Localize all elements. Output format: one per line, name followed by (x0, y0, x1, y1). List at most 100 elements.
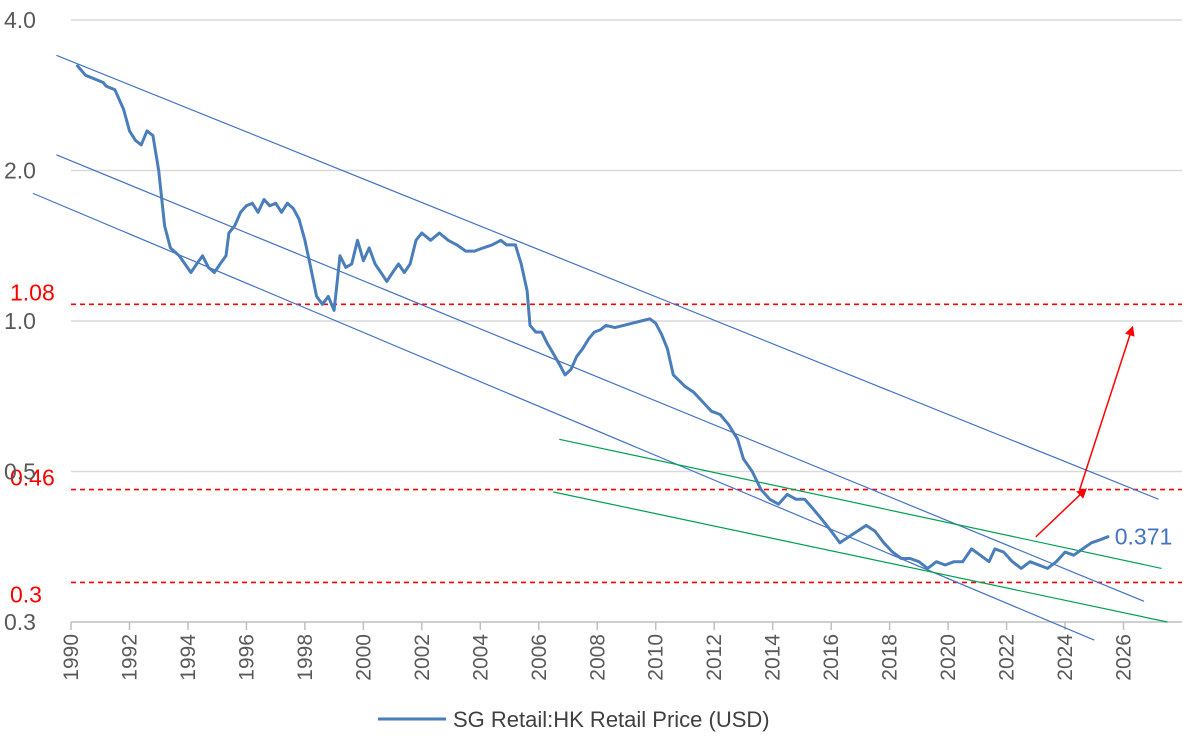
data-point (184, 263, 186, 265)
data-point (953, 561, 955, 563)
data-point (339, 255, 341, 257)
x-tick-label: 2004 (469, 634, 492, 681)
data-point (225, 255, 227, 257)
data-point (430, 239, 432, 241)
data-point (292, 207, 294, 209)
data-point (883, 542, 885, 544)
data-point (552, 353, 555, 355)
data-point (640, 320, 642, 322)
data-point (666, 348, 669, 350)
x-tick-label: 2026 (1113, 634, 1136, 681)
data-point (909, 557, 911, 560)
data-point (935, 561, 938, 563)
data-point (315, 295, 318, 297)
data-point (622, 324, 625, 326)
data-point (576, 355, 578, 357)
data-point (368, 247, 370, 249)
data-point (386, 280, 388, 283)
trend-line (553, 491, 1168, 623)
data-point (333, 309, 335, 312)
y-tick-label: 2.0 (4, 158, 36, 184)
data-point (158, 169, 160, 172)
data-point (678, 379, 680, 382)
data-point (321, 303, 324, 305)
data-point (660, 333, 663, 336)
data-point (190, 271, 192, 274)
data-point (891, 551, 894, 553)
x-tick-label: 2020 (937, 634, 960, 681)
data-point (298, 218, 300, 220)
data-point (310, 266, 312, 269)
data-point (351, 263, 353, 265)
x-tick-label: 2024 (1054, 634, 1077, 681)
data-point (234, 225, 236, 227)
data-point (649, 318, 651, 320)
data-point (263, 198, 265, 201)
data-point (304, 239, 306, 241)
data-point (114, 89, 116, 91)
y-tick-label: 1.0 (4, 308, 36, 334)
data-point (777, 503, 780, 505)
data-point (535, 331, 537, 333)
data-point (409, 263, 411, 265)
data-point (830, 530, 832, 532)
data-point (1046, 567, 1049, 570)
forecast-arrow (1078, 325, 1135, 490)
data-point (403, 271, 405, 274)
data-point (213, 271, 215, 274)
data-series (75, 64, 1110, 570)
data-point (123, 108, 125, 110)
data-point (541, 331, 543, 333)
data-point (614, 327, 616, 329)
data-point (1055, 561, 1057, 563)
data-point (438, 232, 440, 234)
data-point (564, 374, 566, 376)
data-point (1081, 548, 1084, 550)
data-point (672, 374, 674, 376)
data-point (994, 548, 996, 550)
data-point (447, 239, 449, 241)
gridlines (71, 19, 1182, 473)
data-point (506, 244, 508, 246)
data-point (874, 530, 876, 532)
data-point (737, 438, 739, 440)
x-tick-label: 1994 (177, 634, 200, 681)
data-point (786, 493, 788, 495)
data-point (163, 225, 166, 227)
y-tick-label: 4.0 (4, 7, 36, 33)
data-point (1038, 564, 1040, 566)
y-tick-label: 0.3 (4, 609, 36, 635)
y-tick-label: 0.5 (4, 459, 36, 485)
data-point (1064, 551, 1066, 553)
data-point (356, 239, 359, 241)
data-point (813, 508, 815, 510)
data-point (105, 85, 107, 87)
data-point (327, 295, 329, 297)
data-point (228, 232, 230, 234)
data-point (526, 290, 528, 292)
data-point (693, 391, 695, 393)
data-point (482, 247, 484, 249)
data-point (421, 232, 423, 234)
x-tick-label: 1992 (118, 634, 141, 681)
data-point (1029, 561, 1031, 563)
data-point (520, 263, 522, 265)
data-point (140, 144, 142, 146)
data-point (491, 244, 493, 246)
x-tick-label: 2014 (762, 634, 785, 681)
data-point (269, 205, 271, 207)
data-point (1073, 554, 1075, 556)
data-point (728, 424, 730, 426)
x-tick-label: 2008 (586, 634, 609, 681)
data-point (207, 266, 210, 269)
data-point (795, 498, 797, 500)
data-point (769, 498, 771, 500)
data-point (345, 266, 347, 269)
data-point (760, 489, 762, 491)
data-point (655, 322, 657, 324)
trend-line (56, 54, 1159, 500)
data-point (979, 554, 981, 556)
data-point (415, 239, 417, 241)
data-point (280, 211, 283, 213)
